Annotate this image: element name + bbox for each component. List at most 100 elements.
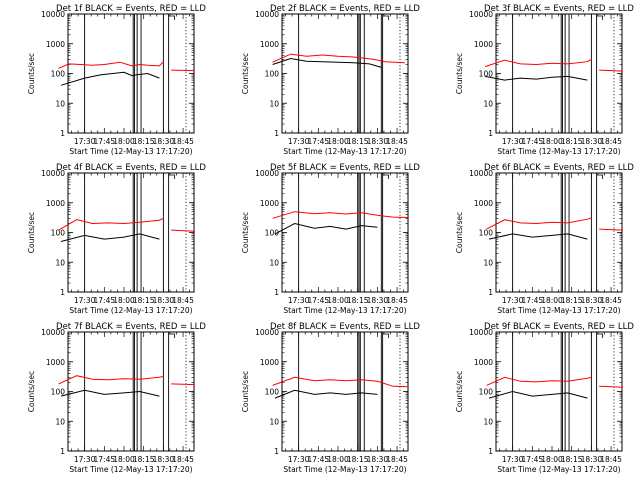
lld-series-line <box>58 61 164 69</box>
y-tick-label: 10 <box>269 417 279 426</box>
lld-series-line <box>484 58 592 68</box>
panel-title: Det 6f BLACK = Events, RED = LLD <box>484 163 634 173</box>
panel-det-4: Det 4f BLACK = Events, RED = LLD 1 10 100 10… <box>27 163 206 315</box>
x-tick-label: 18:30 <box>367 455 389 464</box>
y-tick-label: 100 <box>51 70 66 79</box>
y-tick-label: 1 <box>60 447 65 456</box>
y-tick-label: 1000 <box>474 358 493 367</box>
x-tick-label: 17:45 <box>94 137 116 146</box>
x-axis-label: Start Time (12-May-13 17:17:20) <box>69 465 192 474</box>
y-tick-label: 100 <box>51 229 66 238</box>
lld-series-line <box>272 211 409 219</box>
x-tick-label: 18:15 <box>561 137 583 146</box>
y-tick-label: 10 <box>55 258 65 267</box>
x-tick-label: 18:15 <box>347 296 369 305</box>
x-tick-label: 18:45 <box>386 137 408 146</box>
y-tick-label: 10000 <box>41 328 65 337</box>
y-tick-label: 1000 <box>260 40 279 49</box>
x-tick-label: 18:00 <box>541 455 563 464</box>
x-tick-label: 17:30 <box>502 296 524 305</box>
y-tick-label: 10 <box>269 258 279 267</box>
panel-det-6: Det 6f BLACK = Events, RED = LLD 1 10 100 10… <box>455 163 634 315</box>
lld-series-line <box>272 376 409 388</box>
x-tick-label: 18:00 <box>113 455 135 464</box>
x-tick-label: 17:45 <box>522 137 544 146</box>
lld-series-line <box>171 229 195 232</box>
events-series-line <box>488 233 588 240</box>
plot-frame <box>495 13 623 134</box>
y-axis-label: Counts/sec <box>455 212 464 253</box>
panel-title: Det 7f BLACK = Events, RED = LLD <box>56 322 206 332</box>
x-tick-label: 17:30 <box>288 296 310 305</box>
x-tick-label: 18:15 <box>347 137 369 146</box>
x-tick-label: 18:00 <box>541 296 563 305</box>
plot-frame <box>281 172 409 293</box>
x-tick-label: 17:30 <box>288 137 310 146</box>
x-axis-label: Start Time (12-May-13 17:17:20) <box>497 465 620 474</box>
panel-det-8: Det 8f BLACK = Events, RED = LLD 1 10 100 10… <box>241 322 420 474</box>
y-tick-label: 1 <box>274 288 279 297</box>
panel-title: Det 1f BLACK = Events, RED = LLD <box>56 4 206 14</box>
y-axis-label: Counts/sec <box>241 53 250 94</box>
y-axis-label: Counts/sec <box>241 212 250 253</box>
y-tick-label: 1 <box>60 129 65 138</box>
events-series-line <box>60 389 160 397</box>
y-tick-label: 10000 <box>469 169 493 178</box>
panel-det-3: Det 3f BLACK = Events, RED = LLD 1 10 100 10… <box>455 4 634 156</box>
panel-det-1: Det 1f BLACK = Events, RED = LLD 1 10 100 10… <box>27 4 206 156</box>
y-tick-label: 100 <box>479 229 494 238</box>
x-tick-label: 18:45 <box>386 455 408 464</box>
x-tick-label: 18:00 <box>327 137 349 146</box>
y-tick-label: 100 <box>265 388 280 397</box>
x-tick-label: 18:15 <box>133 137 155 146</box>
x-axis-label: Start Time (12-May-13 17:17:20) <box>283 306 406 315</box>
bracket-mark <box>168 333 176 338</box>
x-tick-label: 18:45 <box>172 137 194 146</box>
y-tick-label: 1 <box>60 288 65 297</box>
y-axis-label: Counts/sec <box>27 371 36 412</box>
bracket-mark <box>168 174 176 179</box>
y-tick-label: 1000 <box>46 358 65 367</box>
y-tick-label: 100 <box>265 70 280 79</box>
x-tick-label: 18:15 <box>347 455 369 464</box>
x-tick-label: 17:30 <box>288 455 310 464</box>
x-tick-label: 18:00 <box>327 455 349 464</box>
events-series-line <box>60 233 160 242</box>
x-tick-label: 18:00 <box>541 137 563 146</box>
plot-frame <box>67 172 195 293</box>
x-tick-label: 18:30 <box>153 455 175 464</box>
x-tick-label: 18:15 <box>133 455 155 464</box>
y-tick-label: 10 <box>483 417 493 426</box>
x-axis-label: Start Time (12-May-13 17:17:20) <box>497 147 620 156</box>
x-tick-label: 17:30 <box>502 455 524 464</box>
x-tick-label: 18:30 <box>153 296 175 305</box>
x-tick-label: 18:30 <box>153 137 175 146</box>
x-tick-label: 17:45 <box>522 455 544 464</box>
events-series-line <box>272 57 382 68</box>
y-axis-label: Counts/sec <box>241 371 250 412</box>
lld-series-line <box>599 228 623 231</box>
x-tick-label: 18:30 <box>581 455 603 464</box>
y-tick-label: 10000 <box>469 328 493 337</box>
x-tick-label: 17:45 <box>522 296 544 305</box>
lld-series-line <box>599 385 623 388</box>
plot-frame <box>67 13 195 134</box>
bracket-mark <box>382 15 390 20</box>
x-tick-label: 18:30 <box>581 296 603 305</box>
y-tick-label: 10000 <box>41 10 65 19</box>
plot-frame <box>495 331 623 452</box>
y-tick-label: 10000 <box>469 10 493 19</box>
lld-series-line <box>58 375 164 385</box>
x-tick-label: 18:45 <box>386 296 408 305</box>
y-tick-label: 10000 <box>255 328 279 337</box>
y-tick-label: 10 <box>55 417 65 426</box>
bracket-mark <box>596 333 604 338</box>
y-tick-label: 1 <box>274 447 279 456</box>
y-tick-label: 10 <box>483 258 493 267</box>
lld-series-line <box>486 217 592 230</box>
y-tick-label: 100 <box>51 388 66 397</box>
bracket-mark <box>596 15 604 20</box>
y-tick-label: 100 <box>265 229 280 238</box>
y-tick-label: 1000 <box>260 199 279 208</box>
x-tick-label: 18:45 <box>600 296 622 305</box>
